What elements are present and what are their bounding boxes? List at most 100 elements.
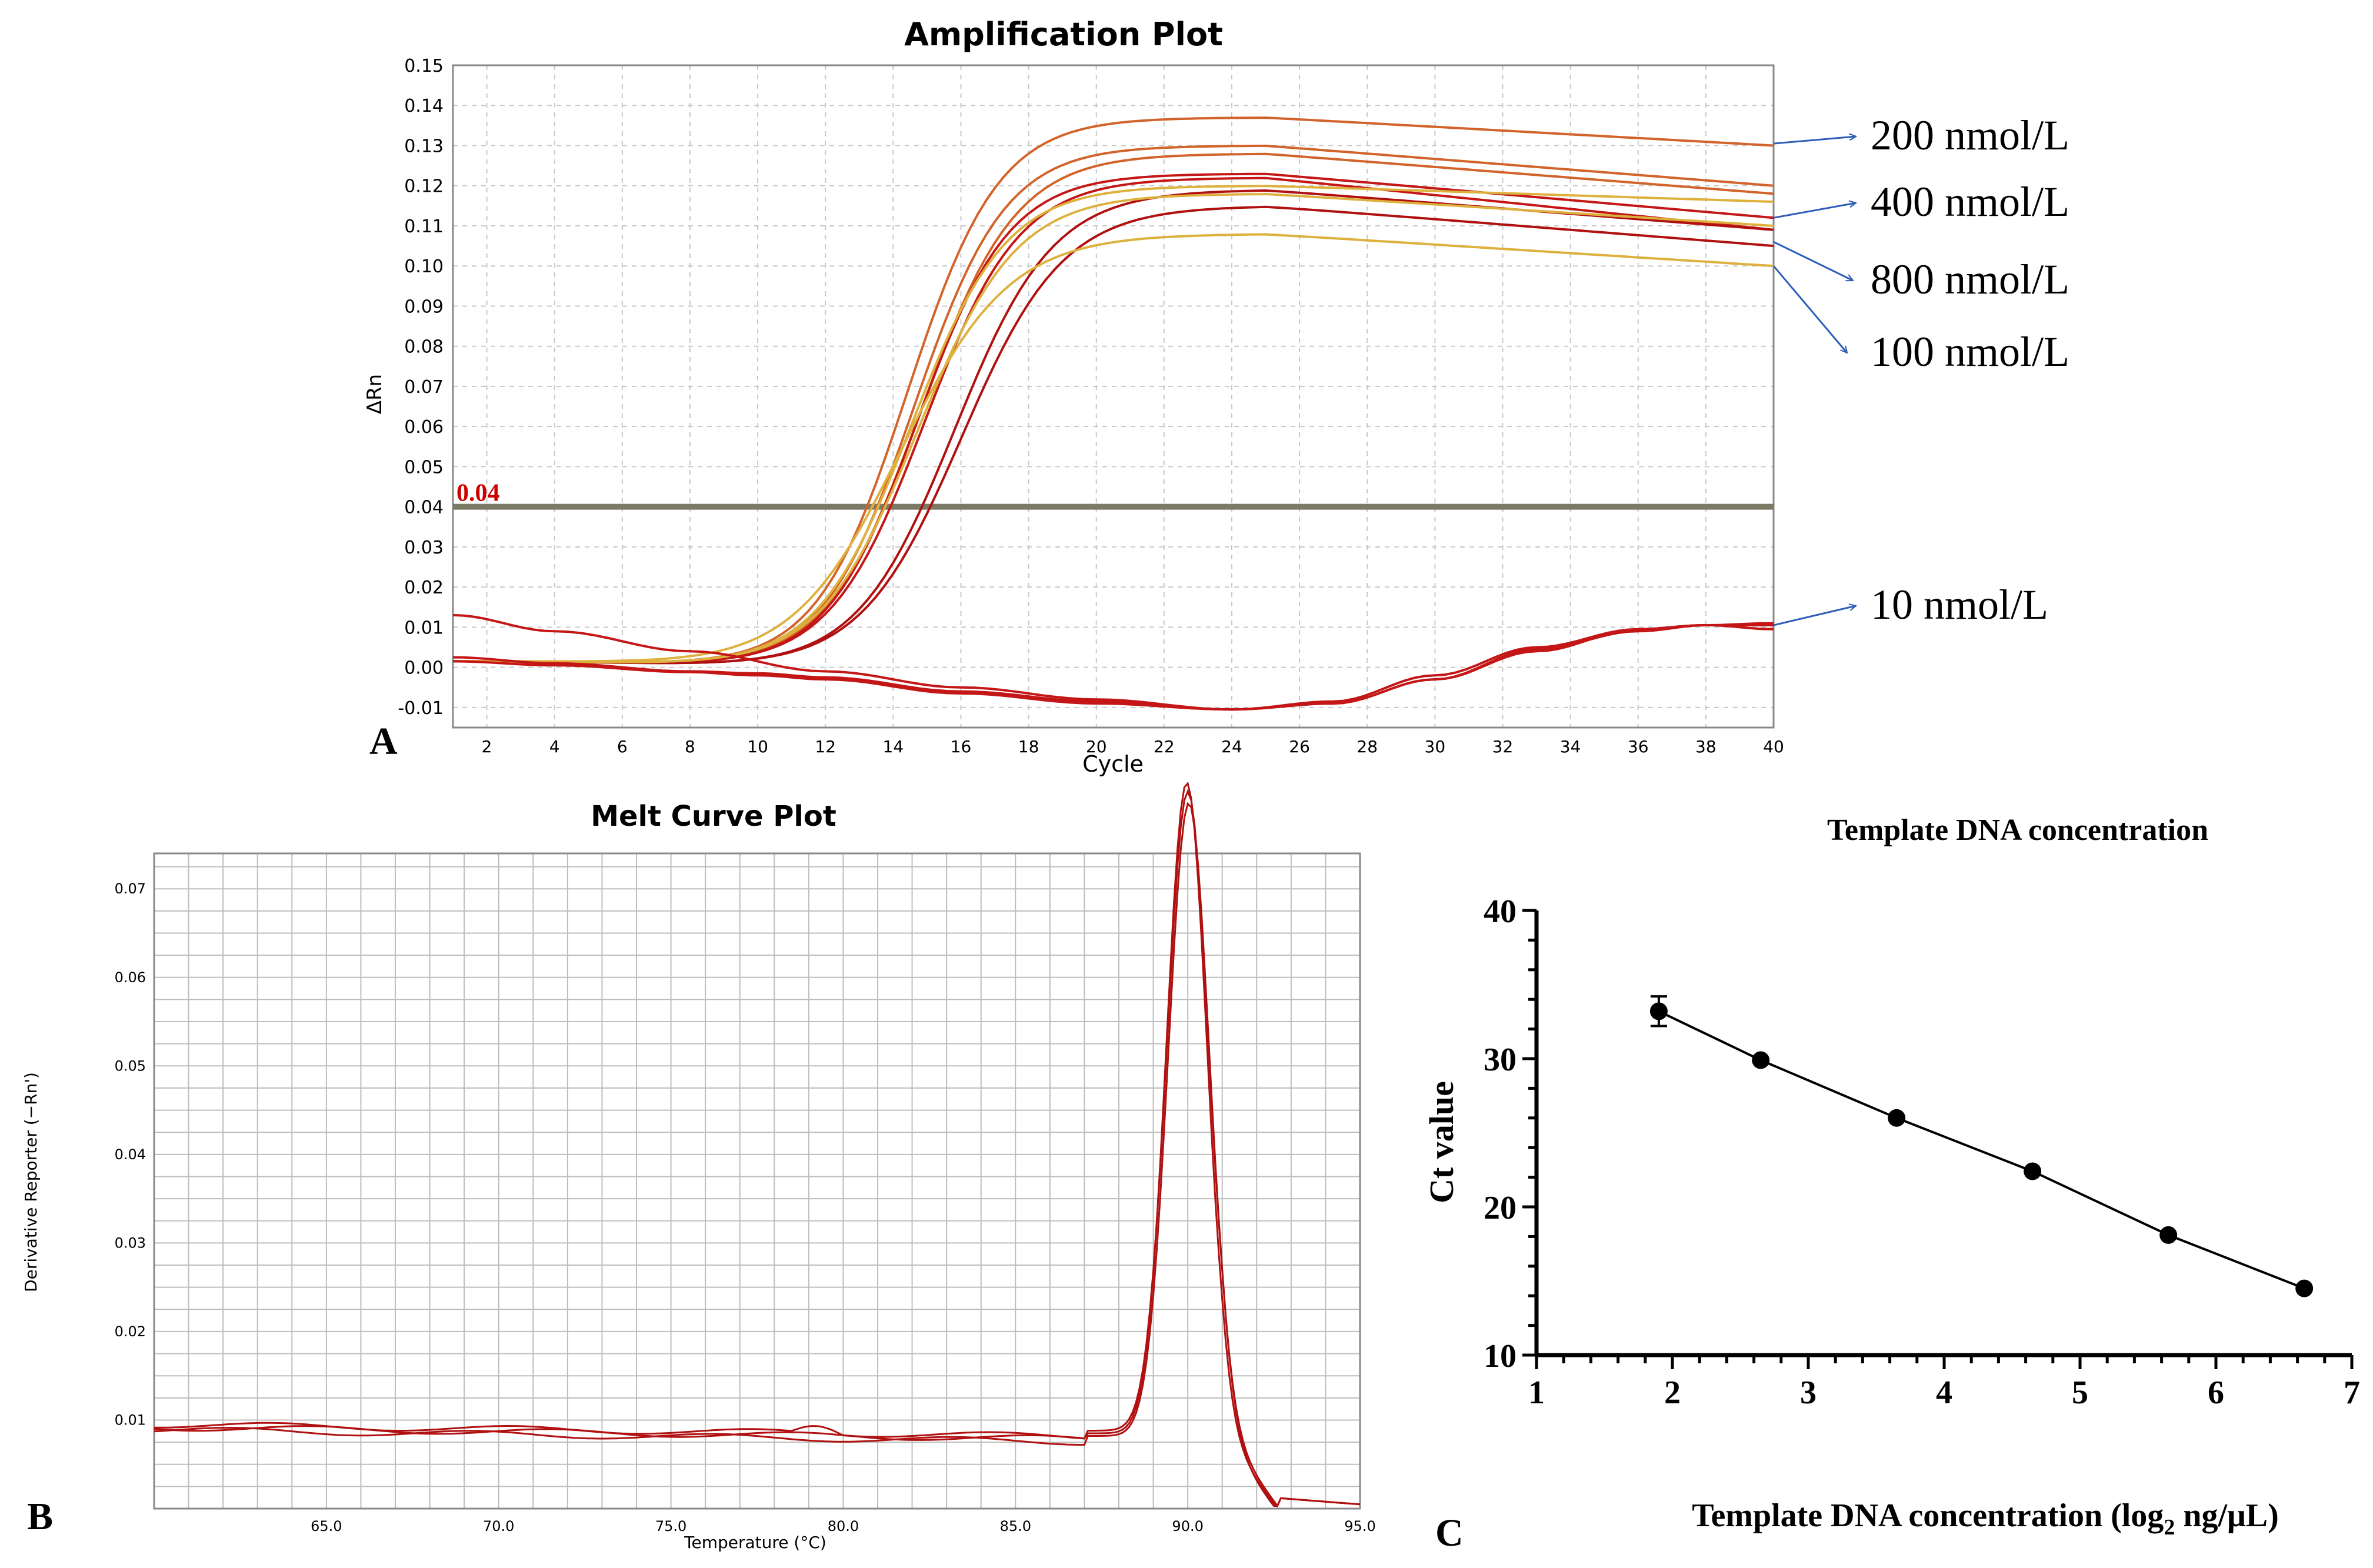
y-tick-label: 0.03: [404, 538, 444, 558]
standard-x-tick-label: 3: [1800, 1374, 1817, 1411]
x-tick-label: 16: [951, 737, 972, 756]
x-tick-label: 12: [815, 737, 836, 756]
data-point: [1649, 1002, 1668, 1020]
y-tick-label: 0.00: [404, 658, 444, 679]
melt-curve: [154, 802, 1361, 1507]
x-tick-label: 28: [1357, 737, 1378, 756]
amplification-curve: [453, 205, 1774, 665]
annotation-label: 200 nmol/L: [1871, 112, 2069, 159]
concentration-annotations: 200 nmol/L 400 nmol/L 800 nmol/L 100 nmol/L…: [1772, 112, 2069, 628]
data-point: [2159, 1226, 2178, 1244]
y-tick-label: 0.15: [404, 56, 444, 76]
y-tick-label: 0.08: [404, 337, 444, 358]
y-tick-label: -0.01: [398, 698, 444, 719]
annotation-arrow: [1773, 203, 1856, 219]
standard-curve-points: [1649, 995, 2314, 1297]
data-point: [2295, 1279, 2314, 1297]
x-tick-label: 20: [1086, 737, 1107, 756]
x-tick-label: 6: [617, 737, 628, 756]
x-tick-label: 10: [747, 737, 768, 756]
amplification-x-tick-labels: 2 4 6 8 10 12 14 16 18 20 22 24 26 28 30 32 34 36 38 40: [482, 737, 1784, 756]
data-point: [1752, 1051, 1770, 1069]
x-tick-label: 2: [482, 737, 492, 756]
standard-curve-x-axis-label: Template DNA concentration (log2 ng/μL): [1692, 1497, 2279, 1540]
standard-x-tick-label: 6: [2208, 1374, 2224, 1411]
y-tick-label: 0.04: [404, 498, 444, 518]
annotation-arrow: [1772, 265, 1847, 353]
standard-y-tick-label: 20: [1484, 1190, 1517, 1226]
y-tick-label: 0.14: [404, 96, 444, 116]
annotation-label: 100 nmol/L: [1871, 328, 2069, 375]
amplification-curve: [453, 172, 1774, 664]
melt-curve: [154, 789, 1361, 1508]
standard-curve-y-tick-labels: 10 20 30 40: [1484, 893, 1517, 1374]
melt-x-tick-labels: 65.0 70.0 75.0 80.0 85.0 90.0 95.0: [311, 1518, 1376, 1534]
x-tick-label: 26: [1289, 737, 1310, 756]
data-point: [1888, 1109, 1906, 1127]
standard-y-tick-label: 40: [1484, 893, 1517, 930]
melt-y-tick-label: 0.05: [115, 1057, 146, 1074]
x-tick-label: 36: [1628, 737, 1649, 756]
annotation-label: 10 nmol/L: [1871, 581, 2048, 628]
x-tick-label: 18: [1018, 737, 1039, 756]
melt-plot-frame: [153, 852, 1361, 1510]
amplification-grid: [453, 65, 1774, 728]
melt-x-tick-label: 95.0: [1344, 1518, 1375, 1534]
y-tick-label: 0.06: [404, 417, 444, 438]
standard-curve-panel: Template DNA concentration 10 20 30 40 1 2 3 4…: [1422, 813, 2360, 1554]
annotation-label: 400 nmol/L: [1871, 178, 2069, 225]
amplification-plot-panel: Amplification Plot -0.01 0.00 0.01 0.02 0.03…: [363, 16, 2069, 777]
x-tick-label: 14: [883, 737, 904, 756]
amplification-x-axis-label: Cycle: [1082, 751, 1144, 777]
x-tick-label: 24: [1221, 737, 1242, 756]
x-tick-label: 22: [1154, 737, 1175, 756]
x-tick-label: 38: [1695, 737, 1717, 756]
standard-x-tick-label: 4: [1936, 1374, 1952, 1411]
amplification-y-axis-label: ΔRn: [363, 374, 386, 414]
x-tick-label: 30: [1425, 737, 1446, 756]
standard-curve-x-tick-labels: 1 2 3 4 5 6 7: [1528, 1374, 2360, 1411]
melt-curve-panel: Melt Curve Plot 0.01 0.02 0.03 0.04 0.05 0.06…: [21, 781, 1376, 1552]
amplification-curve: [453, 192, 1774, 663]
melt-x-tick-label: 70.0: [483, 1518, 514, 1534]
y-tick-label: 0.12: [404, 176, 444, 197]
x-tick-label: 40: [1763, 737, 1784, 756]
melt-y-tick-label: 0.07: [115, 880, 146, 897]
standard-x-tick-label: 7: [2344, 1374, 2360, 1411]
standard-curve-y-axis-label: Ct value: [1422, 1081, 1461, 1203]
melt-series: [154, 781, 1361, 1508]
annotation-label: 800 nmol/L: [1871, 256, 2069, 303]
melt-x-tick-label: 90.0: [1172, 1518, 1203, 1534]
melt-grid: [154, 853, 1360, 1509]
melt-y-tick-label: 0.03: [115, 1235, 146, 1251]
melt-x-tick-label: 65.0: [311, 1518, 342, 1534]
standard-x-tick-label: 2: [1664, 1374, 1681, 1411]
standard-x-tick-label: 5: [2072, 1374, 2088, 1411]
y-tick-label: 0.02: [404, 578, 444, 598]
data-point: [2024, 1162, 2042, 1180]
melt-curve-title: Melt Curve Plot: [591, 800, 836, 833]
amplification-y-tick-labels: -0.01 0.00 0.01 0.02 0.03 0.04 0.05 0.06 0.07 0.0…: [398, 56, 444, 719]
standard-curve-title: Template DNA concentration: [1827, 813, 2208, 847]
melt-y-tick-labels: 0.01 0.02 0.03 0.04 0.05 0.06 0.07: [115, 880, 146, 1428]
panel-b-label: B: [27, 1495, 53, 1538]
melt-y-tick-label: 0.02: [115, 1323, 146, 1340]
x-tick-label: 4: [549, 737, 560, 756]
standard-curve-line: [1658, 1010, 2305, 1290]
amplification-curve: [452, 622, 1774, 711]
y-tick-label: 0.07: [404, 377, 444, 398]
annotation-arrow: [1773, 136, 1856, 145]
y-tick-label: 0.13: [404, 136, 444, 156]
melt-y-axis-label: Derivative Reporter (−Rn'): [21, 1072, 41, 1292]
annotation-arrow: [1773, 241, 1853, 282]
x-tick-label: 8: [685, 737, 695, 756]
amplification-series: [452, 116, 1774, 711]
threshold-label: 0.04: [456, 480, 500, 507]
amplification-curve: [453, 144, 1774, 664]
y-tick-label: 0.10: [404, 256, 444, 277]
y-tick-label: 0.05: [404, 457, 444, 478]
panel-a-label: A: [369, 720, 398, 763]
x-tick-label: 34: [1560, 737, 1581, 756]
melt-y-tick-label: 0.01: [115, 1412, 146, 1428]
